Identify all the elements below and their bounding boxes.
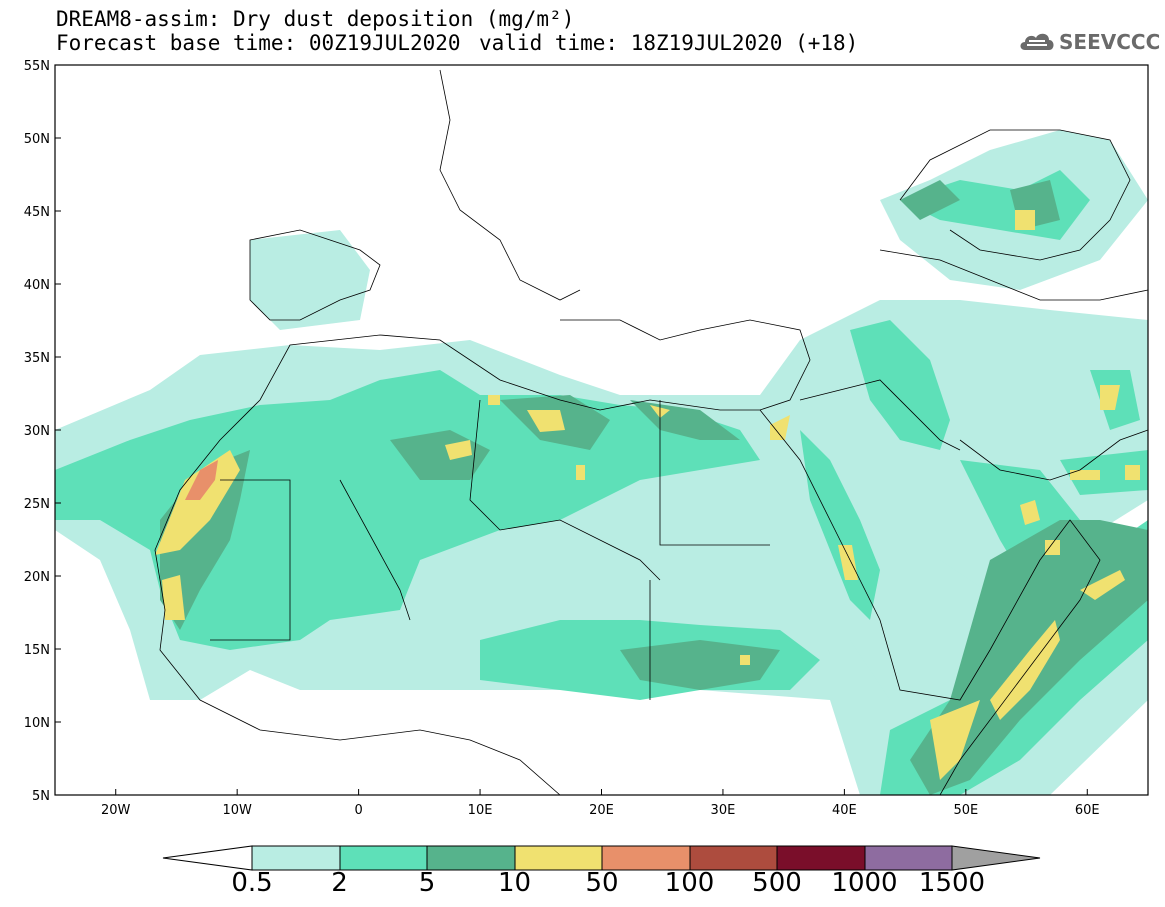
colorbar-low-arrow [162,845,253,871]
colorbar-level-label: 500 [752,868,802,898]
x-tick-label: 60E [1075,803,1100,818]
colorbar-level-label: 100 [664,868,715,898]
x-tick-label: 20W [101,803,131,818]
y-tick-label: 10N [24,716,50,731]
cloud-icon [1020,33,1054,50]
y-axis-ticks: 55N 50N 45N 40N 35N 30N 25N 20N 15N 10N 5N [24,59,61,804]
y-tick-label: 55N [24,59,50,74]
map-fields [55,65,1148,795]
colorbar-bin-4 [514,845,603,871]
colorbar-bin-7 [776,845,866,871]
map-title: DREAM8-assim: Dry dust deposition (mg/m²… [56,7,575,31]
x-tick-label: 0 [354,803,362,818]
y-tick-label: 40N [24,278,50,293]
y-tick-label: 25N [24,497,50,512]
colorbar-bin-3 [426,845,516,871]
colorbar-level-label: 1500 [918,868,986,898]
forecast-base-time: Forecast base time: 00Z19JUL2020 [56,31,461,55]
x-tick-label: 30E [711,803,736,818]
coastlines [154,69,1148,795]
valid-time: valid time: 18Z19JUL2020 (+18) [479,31,859,55]
colorbar-level-label: 2 [331,868,348,898]
dust-level-50 [185,460,218,500]
colorbar-bin-2 [339,845,428,871]
x-tick-label: 10E [468,803,493,818]
y-tick-label: 15N [24,643,50,658]
colorbar [162,845,1041,871]
colorbar-bin-8 [864,845,953,871]
logo-text: SEEVCCC [1059,30,1161,54]
colorbar-level-label: 10 [497,868,532,898]
colorbar-bin-5 [601,845,691,871]
x-tick-label: 10W [222,803,252,818]
x-axis-ticks: 20W 10W 0 10E 20E 30E 40E 50E 60E [101,789,1100,818]
dust-level-10 [155,210,1140,780]
x-tick-label: 20E [589,803,614,818]
y-tick-label: 45N [24,205,50,220]
colorbar-high-arrow [951,845,1041,871]
colorbar-level-label: 5 [418,868,436,898]
y-tick-label: 20N [24,570,50,585]
colorbar-level-label: 50 [585,868,619,898]
x-tick-label: 40E [832,803,857,818]
colorbar-bin-1 [251,845,341,871]
y-tick-label: 50N [24,132,50,147]
seevccc-logo: SEEVCCC [1017,26,1161,58]
x-tick-label: 50E [953,803,978,818]
colorbar-level-label: 0.5 [231,868,273,898]
y-tick-label: 30N [24,424,50,439]
y-tick-label: 5N [32,789,50,804]
colorbar-level-label: 1000 [831,868,898,898]
y-tick-label: 35N [24,351,50,366]
colorbar-bin-6 [689,845,778,871]
